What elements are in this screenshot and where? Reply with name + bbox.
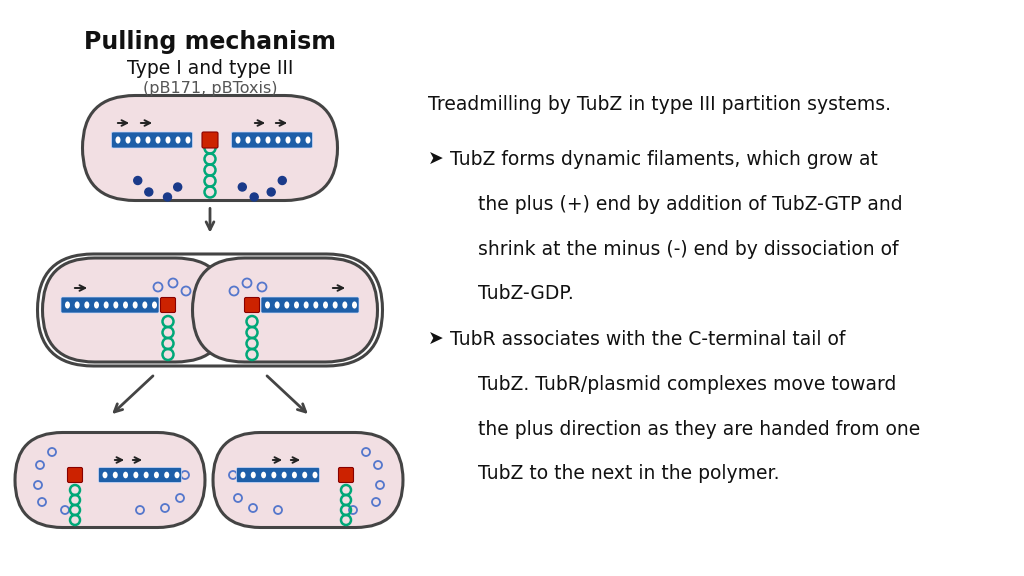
Ellipse shape (84, 301, 89, 309)
Ellipse shape (304, 301, 308, 309)
Ellipse shape (126, 137, 130, 143)
FancyBboxPatch shape (61, 297, 159, 313)
Ellipse shape (133, 301, 137, 309)
Ellipse shape (292, 472, 297, 478)
Ellipse shape (294, 301, 299, 309)
FancyBboxPatch shape (202, 132, 218, 148)
Ellipse shape (296, 137, 300, 143)
Ellipse shape (114, 301, 119, 309)
Ellipse shape (275, 137, 281, 143)
Ellipse shape (135, 137, 140, 143)
FancyBboxPatch shape (339, 468, 353, 483)
Ellipse shape (185, 137, 190, 143)
FancyBboxPatch shape (43, 258, 227, 362)
Ellipse shape (352, 301, 357, 309)
Ellipse shape (123, 472, 128, 478)
Ellipse shape (286, 137, 291, 143)
Circle shape (239, 183, 247, 191)
Ellipse shape (65, 301, 70, 309)
Ellipse shape (175, 137, 180, 143)
Ellipse shape (261, 472, 266, 478)
FancyBboxPatch shape (15, 433, 205, 528)
FancyBboxPatch shape (98, 468, 181, 483)
Text: TubZ. TubR/plasmid complexes move toward: TubZ. TubR/plasmid complexes move toward (478, 375, 896, 394)
Ellipse shape (116, 137, 121, 143)
FancyBboxPatch shape (161, 297, 175, 313)
Circle shape (164, 193, 171, 201)
Text: Type I and type III: Type I and type III (127, 59, 293, 78)
Ellipse shape (174, 472, 179, 478)
Ellipse shape (342, 301, 347, 309)
Text: shrink at the minus (-) end by dissociation of: shrink at the minus (-) end by dissociat… (478, 240, 898, 259)
Text: Treadmilling by TubZ in type III partition systems.: Treadmilling by TubZ in type III partiti… (428, 95, 891, 114)
Ellipse shape (274, 301, 280, 309)
Circle shape (144, 188, 153, 196)
Ellipse shape (154, 472, 159, 478)
FancyBboxPatch shape (245, 297, 259, 313)
Ellipse shape (323, 301, 328, 309)
Ellipse shape (164, 472, 169, 478)
Ellipse shape (333, 301, 338, 309)
Ellipse shape (94, 301, 99, 309)
Text: the plus (+) end by addition of TubZ-GTP and: the plus (+) end by addition of TubZ-GTP… (478, 195, 902, 214)
Ellipse shape (152, 301, 157, 309)
Text: the plus direction as they are handed from one: the plus direction as they are handed fr… (478, 419, 921, 438)
Ellipse shape (156, 137, 161, 143)
Ellipse shape (246, 137, 251, 143)
Circle shape (267, 188, 275, 196)
Ellipse shape (251, 472, 256, 478)
FancyBboxPatch shape (231, 132, 312, 148)
Text: TubZ to the next in the polymer.: TubZ to the next in the polymer. (478, 464, 779, 483)
Text: ➤: ➤ (428, 330, 443, 349)
Circle shape (174, 183, 181, 191)
Ellipse shape (103, 301, 109, 309)
Ellipse shape (305, 137, 310, 143)
Text: (pB171, pBToxis): (pB171, pBToxis) (142, 81, 278, 96)
Ellipse shape (145, 137, 151, 143)
Text: ➤: ➤ (428, 150, 443, 169)
FancyBboxPatch shape (112, 132, 193, 148)
Ellipse shape (113, 472, 118, 478)
Ellipse shape (265, 137, 270, 143)
FancyBboxPatch shape (83, 96, 338, 200)
Ellipse shape (143, 472, 148, 478)
Circle shape (279, 176, 287, 184)
Text: TubZ forms dynamic filaments, which grow at: TubZ forms dynamic filaments, which grow… (450, 150, 878, 169)
Ellipse shape (265, 301, 270, 309)
FancyBboxPatch shape (261, 297, 359, 313)
Text: Pulling mechanism: Pulling mechanism (84, 30, 336, 54)
FancyBboxPatch shape (193, 258, 378, 362)
Ellipse shape (241, 472, 246, 478)
Ellipse shape (166, 137, 171, 143)
Ellipse shape (282, 472, 287, 478)
Ellipse shape (133, 472, 138, 478)
Ellipse shape (312, 472, 317, 478)
FancyBboxPatch shape (68, 468, 83, 483)
Ellipse shape (75, 301, 80, 309)
Ellipse shape (123, 301, 128, 309)
Ellipse shape (313, 301, 318, 309)
FancyBboxPatch shape (213, 433, 403, 528)
Ellipse shape (236, 137, 241, 143)
Ellipse shape (102, 472, 108, 478)
Ellipse shape (285, 301, 290, 309)
Ellipse shape (142, 301, 147, 309)
Text: TubR associates with the C-terminal tail of: TubR associates with the C-terminal tail… (450, 330, 846, 349)
Text: TubZ-GDP.: TubZ-GDP. (478, 285, 573, 304)
Circle shape (134, 176, 141, 184)
Ellipse shape (256, 137, 260, 143)
Circle shape (250, 193, 258, 201)
FancyBboxPatch shape (237, 468, 319, 483)
Ellipse shape (302, 472, 307, 478)
Ellipse shape (271, 472, 276, 478)
